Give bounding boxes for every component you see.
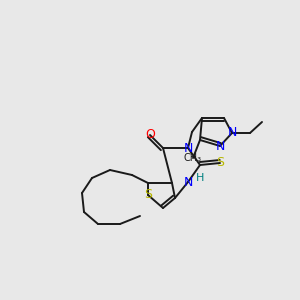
Text: S: S: [144, 188, 152, 202]
Text: N: N: [215, 140, 225, 152]
Text: N: N: [183, 142, 193, 154]
Text: CH₃: CH₃: [184, 153, 202, 163]
Text: S: S: [216, 157, 224, 169]
Text: N: N: [227, 127, 237, 140]
Text: H: H: [196, 173, 204, 183]
Text: O: O: [145, 128, 155, 142]
Text: N: N: [183, 176, 193, 188]
